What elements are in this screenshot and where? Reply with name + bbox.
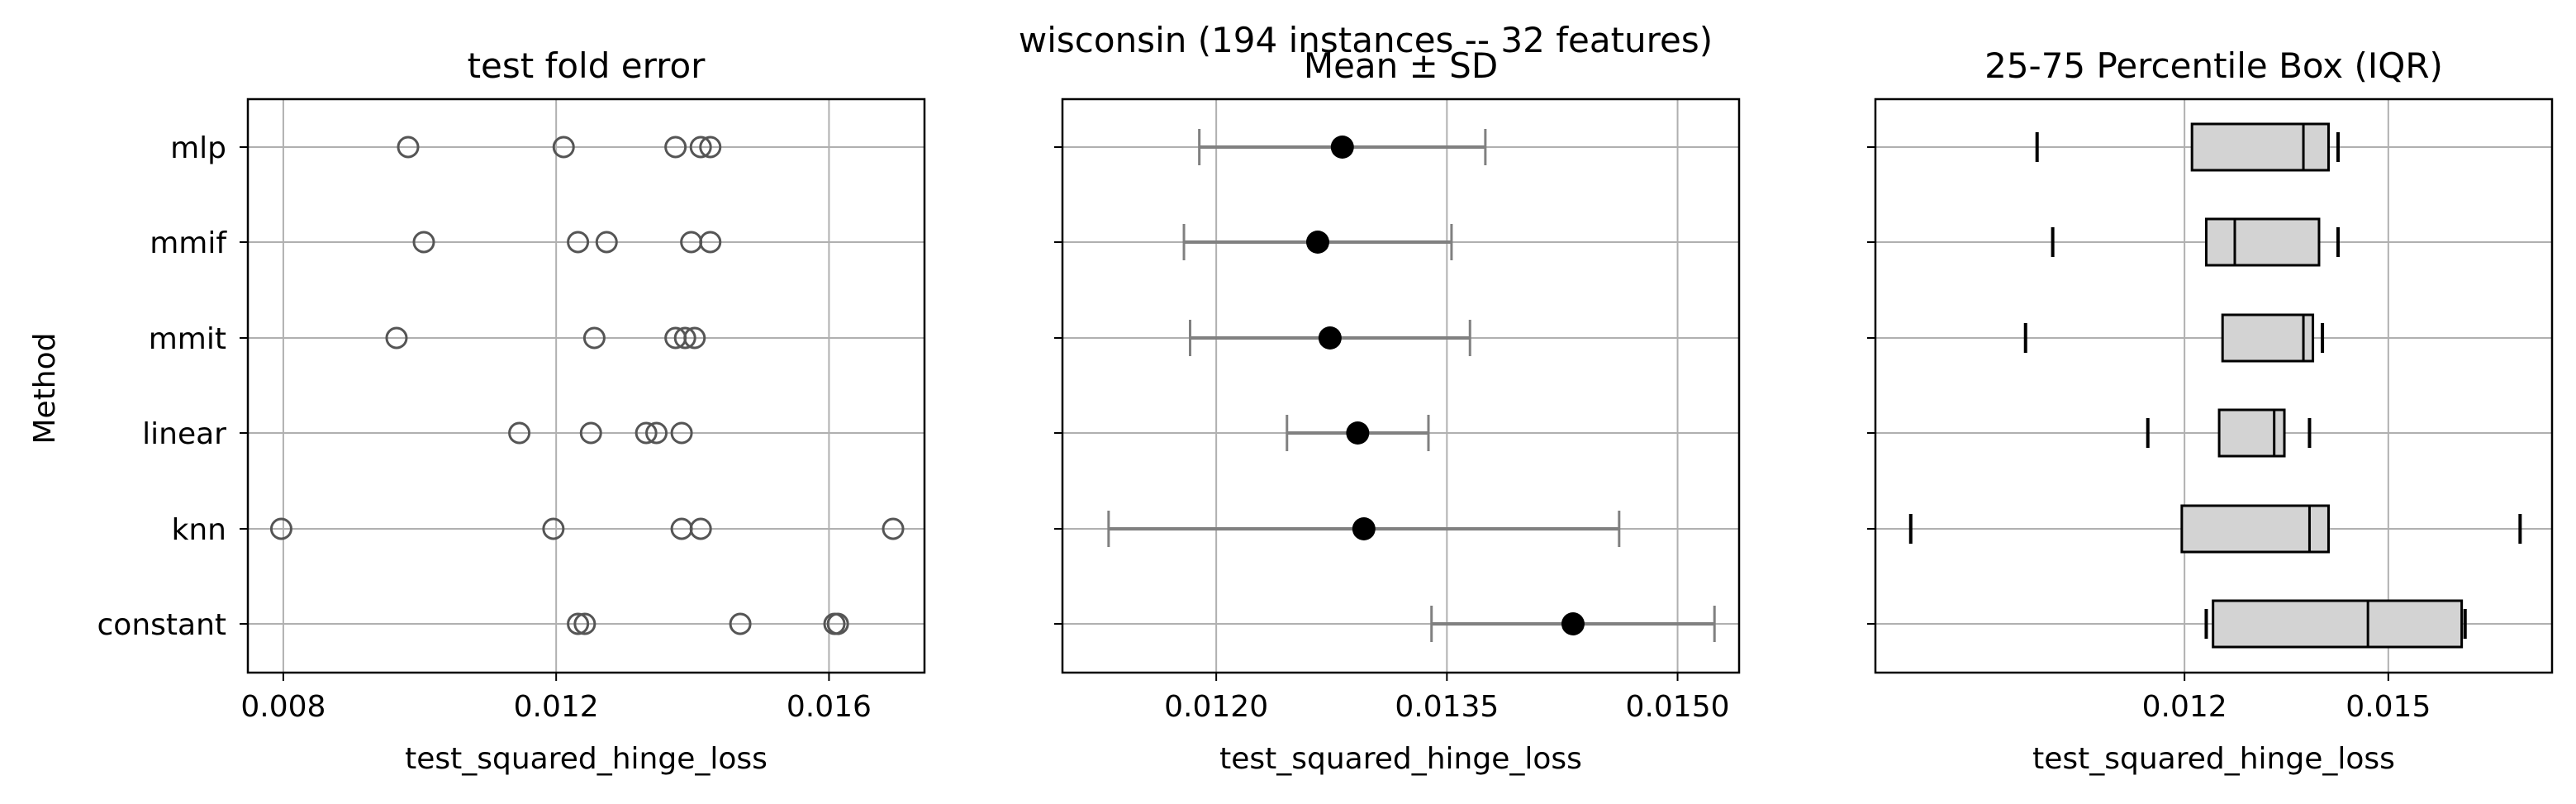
data-point bbox=[269, 517, 292, 540]
mean-point bbox=[1330, 136, 1354, 159]
data-point bbox=[699, 231, 722, 254]
data-point bbox=[826, 612, 849, 635]
axes-frame bbox=[246, 98, 926, 674]
data-point bbox=[664, 136, 687, 159]
data-point bbox=[579, 421, 602, 445]
data-point bbox=[689, 517, 712, 540]
iqr-box bbox=[2190, 122, 2330, 172]
data-point bbox=[573, 612, 596, 635]
axes-frame bbox=[1874, 98, 2554, 674]
x-tick-label: 0.008 bbox=[240, 690, 326, 724]
data-point bbox=[882, 517, 905, 540]
data-point bbox=[567, 231, 590, 254]
panel-title: 25-75 Percentile Box (IQR) bbox=[1984, 45, 2443, 86]
data-point bbox=[552, 136, 575, 159]
panel-test-fold-error: mlp mmif mmit linear knn constant 0.008 0.012 0.… bbox=[97, 45, 926, 776]
data-point bbox=[689, 136, 712, 159]
y-tick-label: knn bbox=[172, 513, 226, 547]
y-tick-label: mlp bbox=[170, 131, 226, 165]
panel-title: Mean ± SD bbox=[1304, 45, 1498, 86]
data-point bbox=[412, 231, 435, 254]
y-tick-label: mmit bbox=[149, 322, 226, 356]
data-point bbox=[508, 421, 531, 445]
data-point bbox=[397, 136, 420, 159]
y-tick-label: linear bbox=[142, 417, 226, 451]
figure-suptitle: wisconsin (194 instances -- 32 features) bbox=[1019, 20, 1713, 60]
data-point bbox=[645, 421, 668, 445]
mean-point bbox=[1346, 421, 1370, 445]
panel-title: test fold error bbox=[468, 45, 706, 86]
iqr-box bbox=[2212, 599, 2464, 649]
x-tick-label: 0.0120 bbox=[1164, 690, 1268, 724]
data-point bbox=[699, 136, 722, 159]
mean-point bbox=[1352, 517, 1376, 540]
data-point bbox=[567, 612, 590, 635]
data-point bbox=[683, 326, 706, 350]
data-point bbox=[582, 326, 606, 350]
x-tick-label: 0.012 bbox=[2142, 690, 2227, 724]
data-point bbox=[670, 421, 693, 445]
iqr-box bbox=[2180, 504, 2330, 554]
data-point bbox=[729, 612, 752, 635]
y-axis-label: Method bbox=[28, 332, 62, 444]
panel-iqr-box: 0.012 0.015 25-75 Percentile Box (IQR) test… bbox=[1867, 45, 2554, 776]
mean-point bbox=[1305, 231, 1329, 254]
mean-point bbox=[1318, 326, 1342, 350]
x-tick-label: 0.0150 bbox=[1626, 690, 1730, 724]
x-tick-label: 0.0135 bbox=[1395, 690, 1499, 724]
x-axis-label: test_squared_hinge_loss bbox=[1219, 742, 1582, 776]
iqr-box bbox=[2221, 313, 2315, 363]
data-point bbox=[385, 326, 408, 350]
mean-point bbox=[1561, 612, 1585, 635]
x-axis-label: test_squared_hinge_loss bbox=[405, 742, 768, 776]
x-tick-label: 0.012 bbox=[514, 690, 599, 724]
y-tick-label: constant bbox=[97, 608, 227, 642]
data-point bbox=[595, 231, 618, 254]
data-point bbox=[673, 326, 696, 350]
x-tick-label: 0.016 bbox=[787, 690, 872, 724]
data-point bbox=[542, 517, 565, 540]
y-tick-label: mmif bbox=[150, 226, 227, 260]
x-tick-label: 0.015 bbox=[2345, 690, 2431, 724]
data-point bbox=[634, 421, 658, 445]
axes-frame bbox=[1061, 98, 1741, 674]
panel-mean-sd: 0.0120 0.0135 0.0150 Mean ± SD test_squared_… bbox=[1054, 45, 1741, 776]
x-axis-label: test_squared_hinge_loss bbox=[2032, 742, 2395, 776]
iqr-box bbox=[2204, 217, 2321, 267]
